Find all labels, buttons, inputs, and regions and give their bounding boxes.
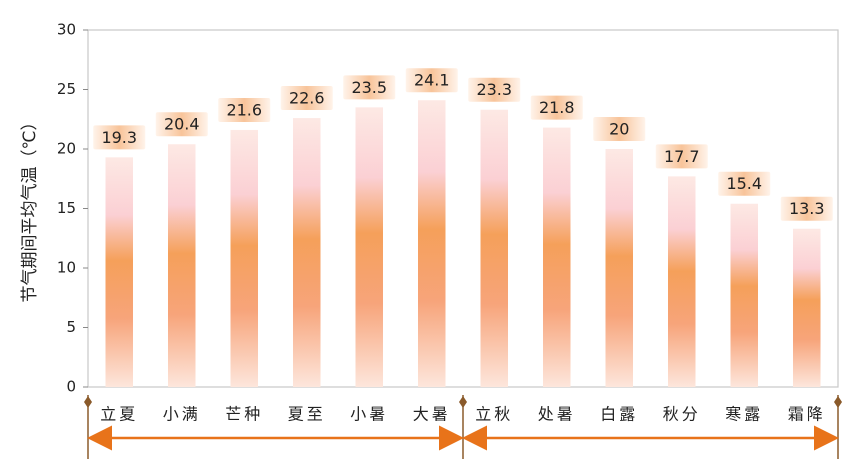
x-tick-label: 处暑 (538, 405, 576, 424)
bar (793, 228, 821, 387)
y-tick-label: 5 (66, 318, 76, 336)
y-axis-title: 节气期间平均气温（℃） (20, 113, 40, 302)
bar (668, 176, 696, 387)
value-label-box (280, 86, 333, 111)
bar (230, 129, 258, 387)
bar (105, 157, 133, 387)
value-label: 24.1 (414, 71, 450, 90)
value-label: 23.3 (476, 80, 512, 99)
bar (355, 107, 383, 387)
value-label-box (93, 125, 146, 150)
x-tick-label: 小暑 (350, 405, 388, 424)
value-label-box (530, 95, 583, 120)
value-label-box (343, 75, 396, 100)
y-tick-label: 30 (57, 21, 76, 39)
y-tick-label: 0 (66, 378, 76, 396)
bar (605, 149, 633, 387)
value-label: 23.5 (351, 78, 387, 97)
x-tick-label: 小满 (163, 405, 201, 424)
value-label: 20 (609, 120, 629, 139)
bar (730, 203, 758, 387)
group-markers (84, 395, 842, 459)
value-label: 15.4 (726, 174, 762, 193)
y-tick-label: 20 (57, 140, 76, 158)
value-label: 22.6 (289, 89, 325, 108)
value-label-box (593, 117, 646, 141)
value-label-box (218, 97, 271, 122)
bar (480, 109, 508, 387)
value-label: 19.3 (101, 128, 137, 147)
x-tick-label: 白露 (600, 405, 638, 424)
value-label-box (718, 171, 771, 196)
value-label-box (468, 77, 521, 102)
plot-frame (87, 29, 839, 388)
value-label-box (655, 144, 708, 169)
x-tick-label: 大暑 (413, 405, 451, 424)
bar (293, 118, 321, 387)
x-tick-label: 立夏 (100, 405, 138, 424)
y-tick-label: 25 (57, 80, 76, 98)
x-tick-label: 秋分 (663, 405, 701, 424)
value-label-box (155, 112, 208, 137)
value-label-box (405, 68, 458, 93)
bar (418, 100, 446, 388)
x-tick-label: 芒种 (225, 405, 263, 424)
y-tick-label: 15 (57, 199, 76, 217)
value-label: 13.3 (789, 199, 825, 218)
value-label: 20.4 (164, 115, 200, 134)
value-label: 21.6 (226, 100, 262, 119)
x-tick-label: 寒露 (725, 405, 763, 424)
x-tick-label: 立秋 (475, 405, 513, 424)
bar (543, 127, 571, 387)
value-label: 17.7 (664, 147, 700, 166)
x-tick-label: 霜降 (788, 405, 826, 424)
bar (168, 144, 196, 387)
value-label-box (780, 196, 833, 221)
y-tick-label: 10 (57, 259, 76, 277)
x-tick-label: 夏至 (288, 405, 326, 424)
value-label: 21.8 (539, 98, 575, 117)
